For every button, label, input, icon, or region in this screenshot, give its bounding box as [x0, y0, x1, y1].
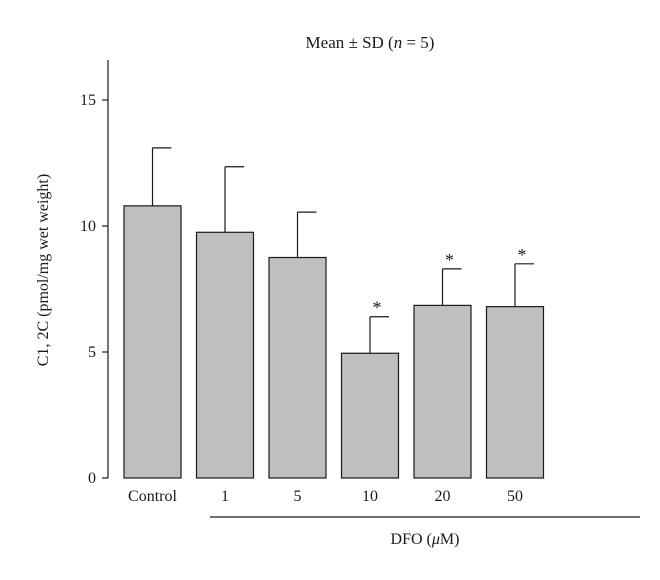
- bar: [340, 352, 400, 479]
- x-tick-label: 20: [435, 488, 451, 505]
- significance-marker: *: [373, 298, 382, 318]
- x-tick-label: 50: [507, 488, 523, 505]
- x-tick-label: 10: [362, 488, 378, 505]
- x-tick-label: 5: [294, 488, 302, 505]
- x-tick-label: Control: [128, 488, 177, 505]
- y-tick-label: 0: [88, 470, 96, 487]
- y-tick-label: 5: [88, 344, 96, 361]
- significance-marker: *: [518, 245, 527, 265]
- bars: [123, 147, 545, 479]
- x-tick-label: 1: [221, 488, 229, 505]
- bar: [268, 256, 327, 479]
- bar: [413, 304, 472, 479]
- bar: [195, 231, 255, 479]
- axes: [102, 60, 109, 479]
- y-tick-label: 15: [80, 92, 96, 109]
- x-axis-label: DFO (μM): [391, 531, 460, 548]
- y-tick-label: 10: [80, 218, 96, 235]
- chart-title: Mean ± SD (n = 5): [306, 33, 435, 52]
- bar: [485, 306, 545, 479]
- significance-marker: *: [445, 250, 454, 270]
- bar: [123, 205, 182, 479]
- y-axis-label: C1, 2C (pmol/mg wet weight): [35, 174, 52, 366]
